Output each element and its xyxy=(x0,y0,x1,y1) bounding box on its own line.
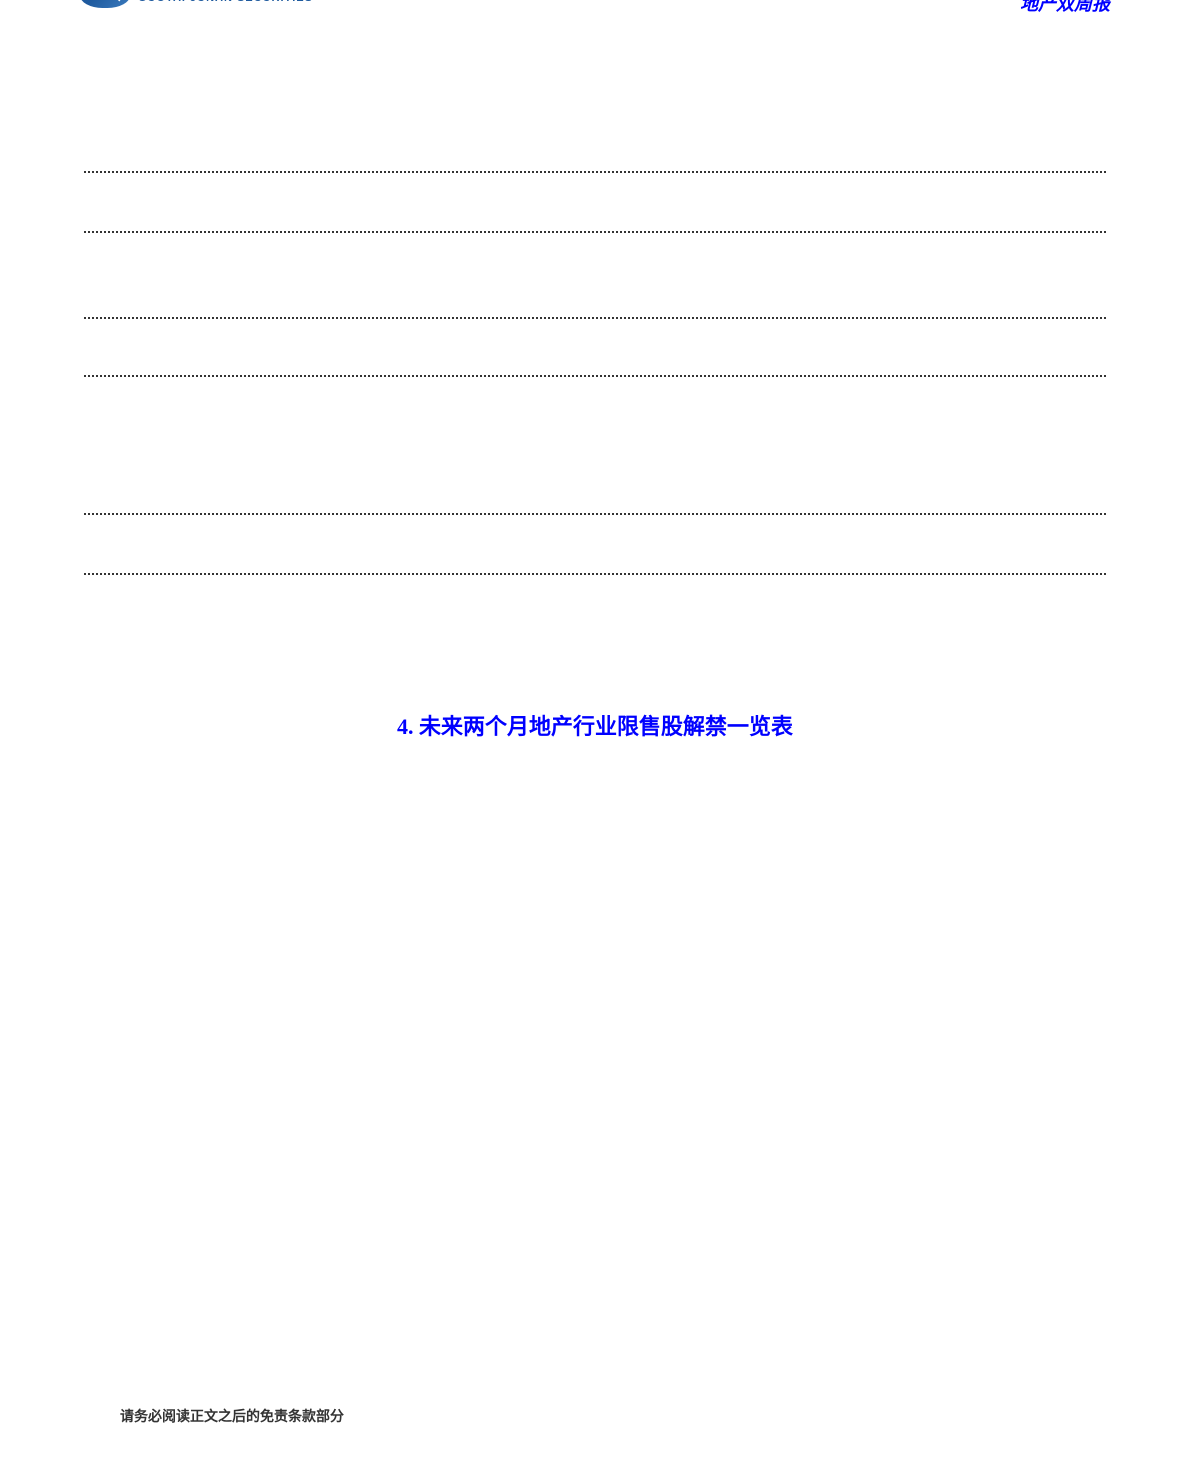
toc-entry xyxy=(80,375,1110,381)
report-title: 地产双周报 xyxy=(1020,0,1110,16)
logo-area: GUOTAI JUNAN SECURITIES xyxy=(80,0,340,9)
toc-leader-dots xyxy=(84,513,1106,515)
table-of-contents xyxy=(80,171,1110,579)
toc-leader-dots xyxy=(84,317,1106,319)
section-title: 未来两个月地产行业限售股解禁一览表 xyxy=(419,714,793,739)
toc-entry xyxy=(80,513,1110,519)
toc-leader-dots xyxy=(84,171,1106,173)
section-heading: 4. 未来两个月地产行业限售股解禁一览表 xyxy=(80,709,1110,741)
page-container: GUOTAI JUNAN SECURITIES 地产双周报 4. 未来两个月地产… xyxy=(0,0,1190,1468)
logo-subtext: GUOTAI JUNAN SECURITIES xyxy=(138,0,313,4)
toc-leader-dots xyxy=(84,231,1106,233)
company-logo: GUOTAI JUNAN SECURITIES xyxy=(80,0,340,9)
page-header: GUOTAI JUNAN SECURITIES 地产双周报 xyxy=(80,0,1110,16)
section-number: 4. xyxy=(397,714,414,739)
toc-entry xyxy=(80,171,1110,177)
toc-entry xyxy=(80,317,1110,323)
toc-entry xyxy=(80,573,1110,579)
footer-disclaimer: 请务必阅读正文之后的免责条款部分 xyxy=(120,1406,344,1426)
toc-leader-dots xyxy=(84,573,1106,575)
toc-leader-dots xyxy=(84,375,1106,377)
logo-globe-icon xyxy=(80,0,130,8)
toc-entry xyxy=(80,231,1110,237)
